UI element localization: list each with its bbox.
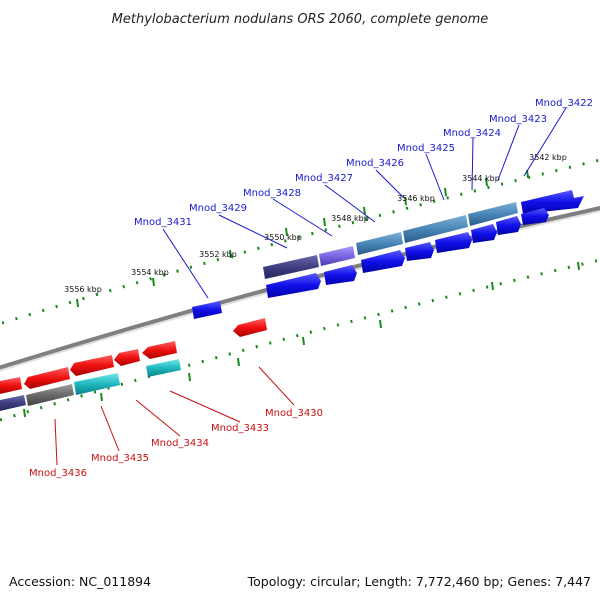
gene-arrow[interactable]: [356, 232, 403, 255]
gene-arrow[interactable]: [521, 208, 549, 225]
callout-line: [100, 405, 120, 452]
tick-label: 3542 kbp: [529, 153, 567, 162]
callout-line: [272, 198, 333, 237]
forward-features-inner: [192, 208, 549, 319]
tick-label: 3550 kbp: [264, 233, 302, 242]
gene-arrow[interactable]: [266, 273, 321, 298]
scale-track-upper: [1, 158, 600, 325]
minor-tick: [188, 372, 191, 382]
major-tick: [485, 177, 488, 187]
gene-label-mnod-3423[interactable]: Mnod_3423: [489, 114, 547, 125]
accession-text: Accession: NC_011894: [9, 574, 151, 589]
gene-arrow[interactable]: [24, 367, 70, 389]
major-tick: [229, 249, 232, 259]
gene-arrow[interactable]: [114, 349, 140, 366]
major-tick: [404, 196, 407, 206]
gene-arrow[interactable]: [471, 224, 497, 243]
gene-arrow[interactable]: [0, 395, 26, 411]
gene-arrow[interactable]: [405, 242, 434, 261]
gene-arrow[interactable]: [26, 384, 74, 406]
minor-tick: [237, 357, 240, 367]
gene-label-mnod-3435[interactable]: Mnod_3435: [91, 453, 149, 464]
gene-label-mnod-3427[interactable]: Mnod_3427: [295, 173, 353, 184]
callout-line: [54, 418, 58, 466]
scale-dots-upper: [1, 158, 600, 325]
major-tick: [76, 298, 79, 308]
minor-tick: [23, 408, 26, 418]
callout-line: [523, 107, 567, 177]
major-tick: [444, 187, 447, 197]
gene-label-mnod-3426[interactable]: Mnod_3426: [346, 158, 404, 169]
gene-arrow[interactable]: [496, 216, 521, 235]
gene-label-mnod-3433[interactable]: Mnod_3433: [211, 423, 269, 434]
minor-tick: [302, 336, 305, 346]
tick-label: 3552 kbp: [199, 250, 237, 259]
gene-arrow[interactable]: [324, 265, 357, 285]
gene-arrow[interactable]: [468, 202, 518, 226]
gene-arrow[interactable]: [142, 341, 177, 359]
reverse-features: [0, 318, 267, 411]
genome-summary-text: Topology: circular; Length: 7,772,460 bp…: [247, 574, 591, 589]
minor-tick: [577, 261, 580, 271]
gene-label-mnod-3428[interactable]: Mnod_3428: [243, 188, 301, 199]
gene-label-mnod-3429[interactable]: Mnod_3429: [189, 203, 247, 214]
major-tick: [152, 277, 155, 287]
gene-arrow[interactable]: [319, 246, 355, 266]
minor-tick: [491, 281, 494, 291]
callout-line: [471, 137, 474, 191]
minor-tick: [379, 319, 382, 329]
gene-arrow[interactable]: [403, 215, 468, 243]
map-title: Methylobacterium nodulans ORS 2060, comp…: [112, 12, 489, 27]
major-tick: [323, 217, 326, 227]
major-tick: [363, 206, 366, 216]
callout-line: [375, 169, 405, 199]
gene-arrow[interactable]: [233, 318, 267, 337]
gene-label-mnod-3425[interactable]: Mnod_3425: [397, 143, 455, 154]
forward-features-outer: [263, 190, 584, 279]
gene-label-mnod-3424[interactable]: Mnod_3424: [443, 128, 501, 139]
callout-line: [218, 214, 288, 249]
callout-line: [324, 184, 376, 223]
gene-arrow[interactable]: [146, 359, 181, 377]
callout-line: [425, 153, 445, 201]
gene-arrow[interactable]: [521, 190, 584, 214]
callout-line: [169, 390, 241, 423]
gene-label-mnod-3422[interactable]: Mnod_3422: [535, 98, 593, 109]
tick-label: 3556 kbp: [64, 285, 102, 294]
gene-label-mnod-3430[interactable]: Mnod_3430: [265, 408, 323, 419]
tick-label: 3554 kbp: [131, 268, 169, 277]
gene-arrow[interactable]: [192, 301, 222, 319]
gene-label-mnod-3436[interactable]: Mnod_3436: [29, 468, 87, 479]
gene-arrow[interactable]: [0, 377, 22, 394]
tick-label: 3544 kbp: [462, 174, 500, 183]
gene-arrow[interactable]: [263, 255, 319, 279]
callout-line: [162, 228, 209, 299]
tick-label: 3546 kbp: [397, 194, 435, 203]
gene-arrow[interactable]: [70, 355, 114, 376]
gene-label-mnod-3431[interactable]: Mnod_3431: [134, 217, 192, 228]
callout-line: [258, 366, 295, 406]
callout-line: [497, 124, 520, 181]
scale-track-lower: [0, 258, 600, 422]
forward-callouts: [162, 107, 567, 299]
gene-arrow[interactable]: [74, 373, 120, 395]
major-tick: [285, 227, 288, 237]
minor-tick: [100, 392, 103, 402]
reverse-callouts: [54, 366, 295, 466]
gene-arrow[interactable]: [435, 232, 472, 253]
callout-line: [135, 399, 181, 437]
gene-arrow[interactable]: [361, 250, 405, 273]
gene-label-mnod-3434[interactable]: Mnod_3434: [151, 438, 209, 449]
tick-label: 3548 kbp: [331, 214, 369, 223]
